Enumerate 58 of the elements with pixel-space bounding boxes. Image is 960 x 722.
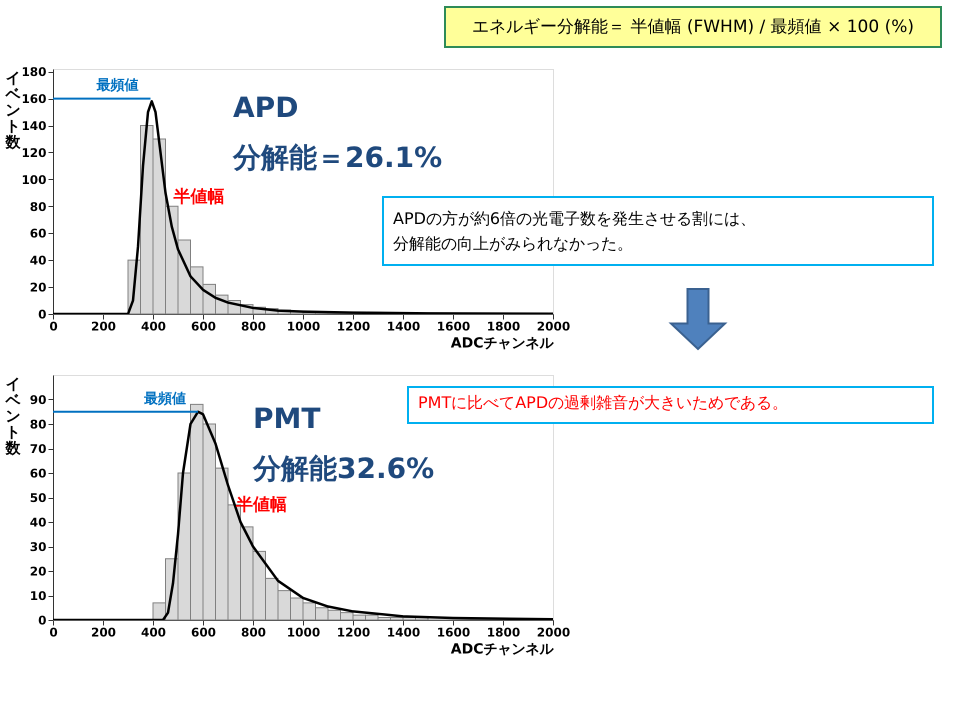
y-tick-label: 20 xyxy=(30,564,46,578)
text: エネルギー分解能＝ 半値幅 (FWHM) / 最頻値 × 100 (%) xyxy=(472,17,914,37)
y-tick-label: 80 xyxy=(30,200,46,214)
y-tick-label: 100 xyxy=(21,172,46,187)
x-tick-label: 800 xyxy=(240,320,266,334)
y-tick-label: 10 xyxy=(30,589,46,603)
annotation: 半値幅 xyxy=(172,186,224,207)
y-tick-label: 40 xyxy=(30,516,46,530)
annotation: PMTに比べてAPDの過剰雑音が大きいためである。 xyxy=(418,393,788,412)
y-axis-title: イベント数 xyxy=(4,69,22,151)
y-tick-label: 120 xyxy=(21,146,46,160)
annotation: 分解能の向上がみられなかった。 xyxy=(393,234,633,253)
x-tick-label: 600 xyxy=(190,320,216,334)
annotation: 分解能＝26.1% xyxy=(232,141,442,174)
y-tick-label: 80 xyxy=(30,418,46,432)
y-tick-label: 20 xyxy=(30,280,46,295)
x-tick-label: 1400 xyxy=(386,320,420,334)
annotation: 最頻値 xyxy=(96,78,138,94)
y-tick-label: 60 xyxy=(30,226,46,241)
x-tick-label: 200 xyxy=(90,626,116,640)
y-tick-label: 0 xyxy=(38,308,46,322)
x-tick-label: 1400 xyxy=(386,626,420,640)
x-tick-label: 200 xyxy=(90,320,116,334)
y-tick-label: 60 xyxy=(30,466,46,480)
y-tick-label: 180 xyxy=(21,65,46,80)
x-tick-label: 1600 xyxy=(436,320,470,334)
y-axis-title: イベント数 xyxy=(4,375,22,457)
x-tick-label: 1000 xyxy=(286,626,320,640)
x-tick-label: 400 xyxy=(140,320,166,334)
y-tick-label: 0 xyxy=(38,614,46,628)
x-tick-label: 1800 xyxy=(486,320,520,334)
y-tick-label: 160 xyxy=(21,92,46,106)
x-tick-label: 1600 xyxy=(436,626,470,640)
x-axis-title: ADCチャンネル xyxy=(450,642,554,658)
x-axis-title: ADCチャンネル xyxy=(450,336,554,352)
annotation: 最頻値 xyxy=(143,390,186,407)
annotation: 半値幅 xyxy=(235,494,287,515)
y-tick-label: 50 xyxy=(30,491,46,505)
y-tick-label: 40 xyxy=(30,254,46,268)
annotation: PMT xyxy=(253,402,320,435)
annotation: APDの方が約6倍の光電子数を発生させる割には、 xyxy=(393,209,756,228)
x-tick-label: 400 xyxy=(140,626,166,640)
x-tick-label: 0 xyxy=(49,320,58,334)
x-tick-label: 0 xyxy=(49,626,58,640)
y-tick-label: 70 xyxy=(30,442,46,456)
y-tick-label: 140 xyxy=(21,119,46,134)
y-tick-label: 30 xyxy=(30,540,46,554)
x-tick-label: 2000 xyxy=(536,320,570,334)
x-tick-label: 800 xyxy=(240,626,266,640)
annotation: APD xyxy=(233,91,298,124)
x-tick-label: 1000 xyxy=(286,320,320,334)
x-tick-label: 1200 xyxy=(336,626,370,640)
x-tick-label: 1200 xyxy=(336,320,370,334)
x-tick-label: 1800 xyxy=(486,626,520,640)
x-tick-label: 600 xyxy=(190,626,216,640)
y-tick-label: 90 xyxy=(30,393,46,407)
annotation: 分解能32.6% xyxy=(252,452,434,485)
x-tick-label: 2000 xyxy=(536,626,570,640)
